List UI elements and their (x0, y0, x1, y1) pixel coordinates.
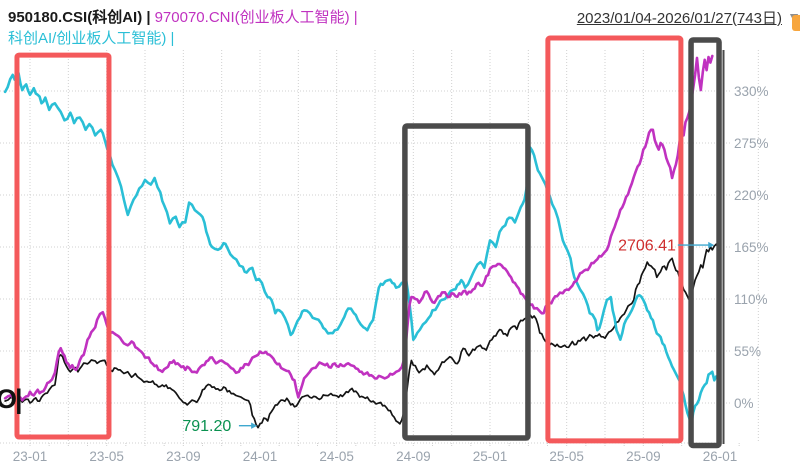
y-axis-tick-label: 55% (734, 344, 761, 359)
x-axis-tick-label: 24-01 (243, 449, 278, 464)
highlight-box-gray-1 (402, 123, 531, 441)
series-line-0 (4, 243, 719, 429)
low-value-label: 791.20 (182, 418, 231, 435)
x-axis-tick-label: 26-01 (703, 449, 738, 464)
chart-legend-row-2: 科创AI/创业板人工智能) | (8, 27, 178, 48)
x-axis-tick-label: 24-09 (396, 449, 431, 464)
series-line-1 (3, 71, 718, 426)
last-value-label: 2706.41 (618, 238, 676, 255)
x-axis-tick-label: 24-05 (319, 449, 354, 464)
x-axis-tick-label: 25-01 (473, 449, 508, 464)
legend-item-950180[interactable]: 950180.CSI(科创AI) | (8, 9, 151, 26)
series-line-2 (3, 54, 714, 402)
y-axis-tick-label: 330% (734, 84, 769, 99)
y-axis-tick-label: 220% (734, 188, 769, 203)
legend-item-ratio[interactable]: 科创AI/创业板人工智能) | (8, 30, 175, 47)
x-axis-tick-label: 23-05 (89, 449, 124, 464)
y-axis-tick-label: 165% (734, 240, 769, 255)
y-axis-tick-label: 110% (734, 292, 768, 307)
chart-legend-row: 950180.CSI(科创AI) | 970070.CNI(创业板人工智能) | (8, 6, 362, 27)
x-axis-tick-label: 23-09 (166, 449, 201, 464)
y-axis-tick-label: 275% (734, 136, 769, 151)
date-range-selector[interactable]: 2023/01/04-2026/01/27(743日) (576, 10, 782, 27)
low-value-label-arrowhead (251, 422, 258, 429)
x-axis-tick-label: 25-05 (549, 449, 584, 464)
highlight-box-red-1 (14, 52, 112, 440)
x-axis-tick-label: 25-09 (626, 449, 661, 464)
right-edge-icon[interactable] (792, 15, 800, 31)
highlight-box-red-2 (545, 35, 684, 444)
watermark-partial-text: O| (0, 384, 23, 414)
x-axis-tick-label: 23-01 (13, 449, 48, 464)
last-value-label-arrowhead (708, 241, 715, 249)
highlight-box-gray-2 (688, 37, 722, 449)
legend-item-970070[interactable]: 970070.CNI(创业板人工智能) | (154, 9, 358, 26)
y-axis-tick-label: 0% (734, 396, 754, 411)
